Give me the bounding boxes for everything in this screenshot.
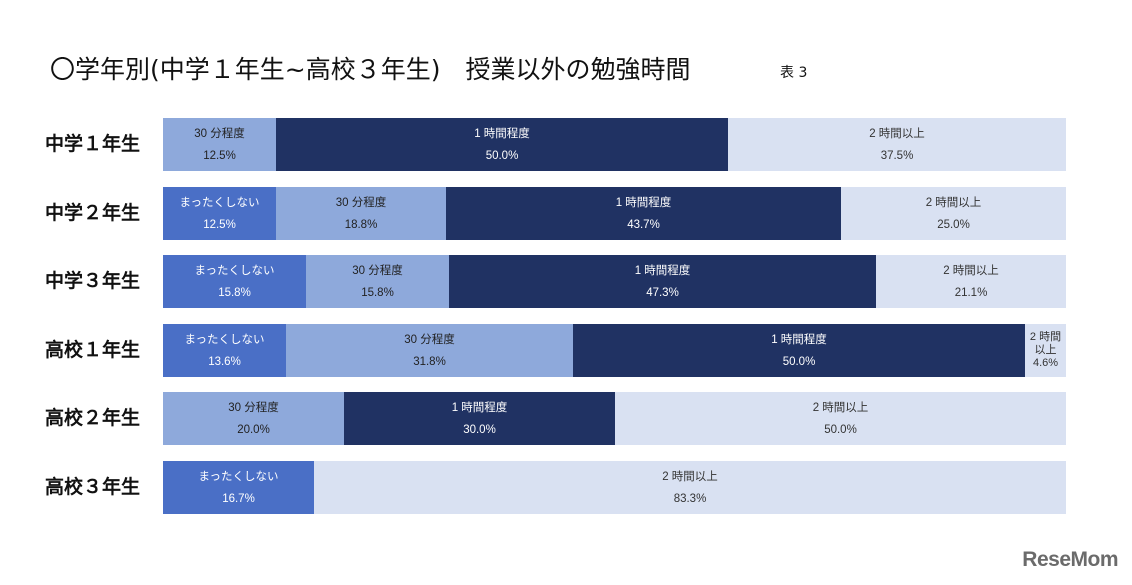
segment-category-label: 2 時間以上 bbox=[943, 264, 999, 277]
segment-category-label: 30 分程度 bbox=[228, 401, 279, 414]
bar-segment: 1 時間程度 50.0% bbox=[276, 118, 728, 171]
bar-segment: 30 分程度 20.0% bbox=[163, 392, 344, 445]
segment-category-label: まったくしない bbox=[179, 196, 260, 209]
segment-value-label: 43.7% bbox=[627, 218, 660, 231]
segment-category-label: 1 時間程度 bbox=[615, 196, 672, 209]
segment-value-label: 31.8% bbox=[413, 355, 446, 368]
row-label: 高校１年生 bbox=[45, 339, 141, 361]
segment-category-label: まったくしない bbox=[198, 470, 279, 483]
segment-value-label: 20.0% bbox=[237, 423, 270, 436]
segment-category-label: 1 時間程度 bbox=[451, 401, 508, 414]
segment-category-label: 2 時間以上 bbox=[662, 470, 718, 483]
segment-value-label: 12.5% bbox=[203, 149, 236, 162]
bar-segment: まったくしない 13.6% bbox=[163, 324, 286, 377]
segment-category-label: 2 時間以上 bbox=[925, 196, 982, 209]
segment-category-label: 30 分程度 bbox=[352, 264, 403, 277]
row-label: 中学３年生 bbox=[45, 270, 141, 292]
bar-segment: 1 時間程度 43.7% bbox=[446, 187, 841, 240]
row-label: 中学２年生 bbox=[45, 202, 141, 224]
bar-segment: 1 時間程度 47.3% bbox=[449, 255, 876, 308]
segment-value-label: 30.0% bbox=[463, 423, 496, 436]
segment-value-label: 13.6% bbox=[208, 355, 241, 368]
resemom-logo: ReseMom bbox=[1022, 548, 1118, 571]
row-label: 高校３年生 bbox=[45, 476, 141, 498]
bar-segment: まったくしない 12.5% bbox=[163, 187, 276, 240]
bar-segment: 30 分程度 12.5% bbox=[163, 118, 276, 171]
bar-segment: 1 時間程度 30.0% bbox=[344, 392, 615, 445]
bar-segment: 30 分程度 31.8% bbox=[286, 324, 573, 377]
segment-value-label: 47.3% bbox=[646, 286, 679, 299]
segment-value-label: 50.0% bbox=[824, 423, 857, 436]
chart-title: 〇学年別(中学１年生~高校３年生) 授業以外の勉強時間 bbox=[50, 55, 691, 84]
segment-value-label: 37.5% bbox=[880, 149, 914, 162]
segment-value-label: 4.6% bbox=[1032, 357, 1059, 369]
segment-value-label: 15.8% bbox=[218, 286, 251, 299]
table-label: 表 3 bbox=[780, 65, 808, 81]
bar-segment: まったくしない 16.7% bbox=[163, 461, 314, 514]
bar-segment: 1 時間程度 50.0% bbox=[573, 324, 1025, 377]
segment-value-label: 50.0% bbox=[782, 355, 816, 368]
segment-category-label: 30 分程度 bbox=[335, 196, 387, 209]
segment-category-label: 1 時間程度 bbox=[634, 264, 691, 277]
bar-segment: まったくしない 15.8% bbox=[163, 255, 306, 308]
segment-value-label: 21.1% bbox=[954, 286, 988, 299]
segment-value-label: 50.0% bbox=[485, 149, 519, 162]
bar-segment: 2 時間以上 25.0% bbox=[841, 187, 1066, 240]
bar-segment: 2 時間以上 50.0% bbox=[615, 392, 1066, 445]
segment-category-label: 30 分程度 bbox=[404, 333, 455, 346]
bar-segment: 2 時間以上 37.5% bbox=[728, 118, 1066, 171]
bar-segment: 2 時間 以上 4.6% bbox=[1025, 324, 1066, 377]
segment-category-label: まったくしない bbox=[184, 333, 265, 346]
bar-segment: 30 分程度 15.8% bbox=[306, 255, 449, 308]
segment-category-label: 1 時間程度 bbox=[771, 333, 827, 346]
segment-value-label: 25.0% bbox=[937, 218, 970, 231]
segment-category-label: 2 時間以上 bbox=[869, 127, 925, 140]
segment-value-label: 12.5% bbox=[203, 218, 236, 231]
bar-segment: 2 時間以上 83.3% bbox=[314, 461, 1066, 514]
row-label: 高校２年生 bbox=[45, 407, 141, 429]
bar-segment: 2 時間以上 21.1% bbox=[876, 255, 1066, 308]
segment-category-label: 2 時間以上 bbox=[812, 401, 869, 414]
row-label: 中学１年生 bbox=[45, 133, 141, 155]
segment-category-label: 2 時間 bbox=[1029, 331, 1062, 343]
segment-value-label: 83.3% bbox=[673, 492, 707, 505]
segment-value-label: 16.7% bbox=[222, 492, 255, 505]
segment-category-label: 1 時間程度 bbox=[474, 127, 530, 140]
segment-value-label: 15.8% bbox=[361, 286, 394, 299]
segment-category-label: 30 分程度 bbox=[194, 127, 245, 140]
segment-category-label: 以上 bbox=[1034, 344, 1057, 356]
segment-category-label: まったくしない bbox=[194, 264, 275, 277]
segment-value-label: 18.8% bbox=[344, 218, 378, 231]
bar-segment: 30 分程度 18.8% bbox=[276, 187, 446, 240]
